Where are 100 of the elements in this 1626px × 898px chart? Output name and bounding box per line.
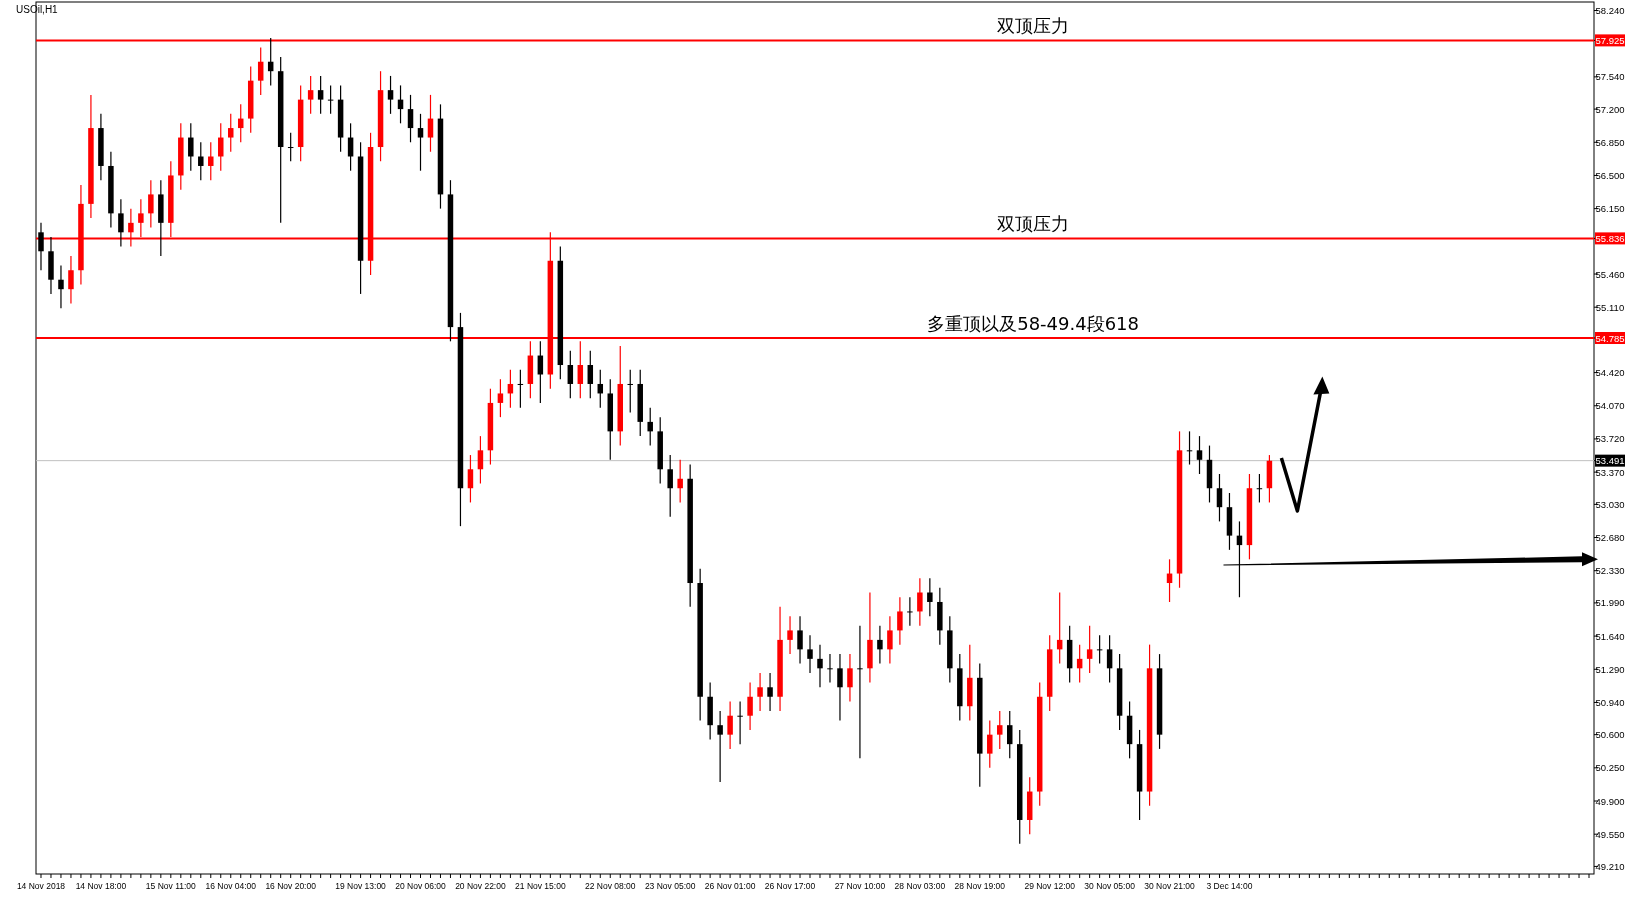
candlestick — [577, 340, 584, 399]
candlestick — [118, 198, 124, 248]
y-tick-label: 49.550 — [1595, 828, 1625, 840]
candlestick — [1186, 430, 1193, 466]
candlestick — [737, 700, 743, 745]
y-tick-label: 50.600 — [1595, 729, 1625, 741]
y-tick-label: 57.925 — [1595, 34, 1625, 46]
candlestick — [817, 644, 823, 688]
candlestick — [1106, 634, 1113, 684]
candlestick — [517, 369, 524, 409]
y-tick-label: 58.240 — [1595, 5, 1625, 17]
candlestick — [887, 615, 893, 665]
candlestick — [427, 94, 434, 153]
x-tick-label: 28 Nov 19:00 — [954, 881, 1006, 891]
candlestick — [927, 577, 933, 617]
ref-line-label: 双顶压力 — [997, 213, 1070, 235]
y-tick-label: 56.500 — [1595, 169, 1625, 181]
y-tick-label: 52.680 — [1595, 532, 1625, 544]
y-tick-label: 54.420 — [1595, 367, 1625, 379]
candlestick — [567, 350, 574, 399]
x-tick-label: 26 Nov 01:00 — [704, 881, 756, 891]
ref-line-label: 双顶压力 — [997, 15, 1070, 37]
candlestick — [497, 378, 504, 418]
candlestick — [467, 454, 474, 504]
candlestick — [767, 672, 773, 712]
x-tick-label: 30 Nov 05:00 — [1084, 881, 1136, 891]
candlestick — [787, 615, 793, 655]
y-tick-label: 55.110 — [1595, 301, 1625, 313]
candlestick — [727, 700, 733, 750]
x-tick-label: 14 Nov 2018 — [16, 881, 66, 891]
y-tick-label: 49.900 — [1595, 795, 1625, 807]
candlestick — [218, 122, 224, 172]
x-tick-label: 20 Nov 06:00 — [395, 881, 447, 891]
candlestick — [287, 132, 294, 162]
candlestick — [228, 113, 234, 153]
x-tick-label: 20 Nov 22:00 — [455, 881, 506, 891]
candlestick — [677, 459, 683, 504]
y-tick-label: 57.540 — [1595, 71, 1625, 83]
candlestick — [307, 75, 314, 115]
candlestick — [877, 625, 883, 665]
candlestick — [148, 179, 154, 229]
y-tick-label: 53.491 — [1595, 455, 1625, 467]
y-tick-label: 51.640 — [1595, 630, 1625, 642]
candlestick — [1007, 710, 1013, 759]
candlestick — [68, 255, 74, 305]
chart-title: USOil,H1 — [16, 4, 59, 15]
candlestick — [917, 577, 923, 627]
y-tick-label: 53.370 — [1595, 466, 1625, 478]
y-tick-label: 54.070 — [1595, 400, 1625, 412]
x-tick-label: 19 Nov 13:00 — [335, 881, 387, 891]
y-tick-label: 56.850 — [1595, 136, 1625, 148]
candlestick — [837, 653, 843, 722]
x-tick-label: 22 Nov 08:00 — [584, 881, 636, 891]
y-tick-label: 51.290 — [1595, 663, 1625, 675]
x-tick-label: 21 Nov 15:00 — [515, 881, 566, 891]
candlestick — [987, 719, 993, 769]
candlestick — [907, 596, 913, 627]
candlestick — [847, 653, 853, 703]
candlestick — [327, 84, 334, 115]
y-tick-label: 55.836 — [1595, 232, 1625, 244]
candlestick — [1216, 473, 1223, 523]
x-tick-label: 14 Nov 18:00 — [75, 881, 127, 891]
candlestick — [667, 454, 673, 518]
candlestick — [807, 634, 813, 674]
candlestick — [647, 407, 653, 447]
candlestick — [208, 141, 214, 181]
candlestick — [1086, 625, 1093, 674]
x-tick-label: 26 Nov 17:00 — [764, 881, 816, 891]
candlestick — [1256, 473, 1263, 504]
x-tick-label: 16 Nov 20:00 — [265, 881, 317, 891]
candlestick — [717, 710, 723, 783]
y-tick-label: 50.250 — [1595, 762, 1625, 774]
candlestick — [317, 75, 324, 115]
y-tick-label: 51.990 — [1595, 597, 1625, 609]
candlestick — [198, 141, 204, 181]
x-tick-label: 15 Nov 11:00 — [145, 881, 197, 891]
y-tick-label: 52.330 — [1595, 565, 1625, 577]
candlestick — [587, 350, 594, 399]
y-tick-label: 53.720 — [1595, 433, 1625, 445]
x-tick-label: 3 Dec 14:00 — [1206, 881, 1253, 891]
y-tick-label: 50.940 — [1595, 696, 1625, 708]
candlestick — [747, 681, 753, 731]
candlestick — [827, 653, 833, 684]
y-tick-label: 49.210 — [1595, 860, 1625, 872]
x-tick-label: 28 Nov 03:00 — [894, 881, 946, 891]
y-tick-label: 54.785 — [1595, 332, 1625, 344]
y-tick-label: 53.030 — [1595, 498, 1625, 510]
candlestick — [407, 94, 414, 143]
y-tick-label: 55.460 — [1595, 268, 1625, 280]
x-tick-label: 27 Nov 10:00 — [834, 881, 886, 891]
y-tick-label: 56.150 — [1595, 203, 1625, 215]
candlestick — [897, 596, 903, 646]
candlestick — [757, 672, 763, 712]
y-tick-label: 57.200 — [1595, 103, 1625, 115]
candlestick — [1096, 634, 1103, 665]
candlestick — [477, 435, 484, 485]
candlestick — [257, 46, 264, 96]
x-tick-label: 29 Nov 12:00 — [1024, 881, 1076, 891]
ref-line-label: 多重顶以及58-49.4段618 — [927, 313, 1140, 334]
x-tick-label: 23 Nov 05:00 — [644, 881, 696, 891]
